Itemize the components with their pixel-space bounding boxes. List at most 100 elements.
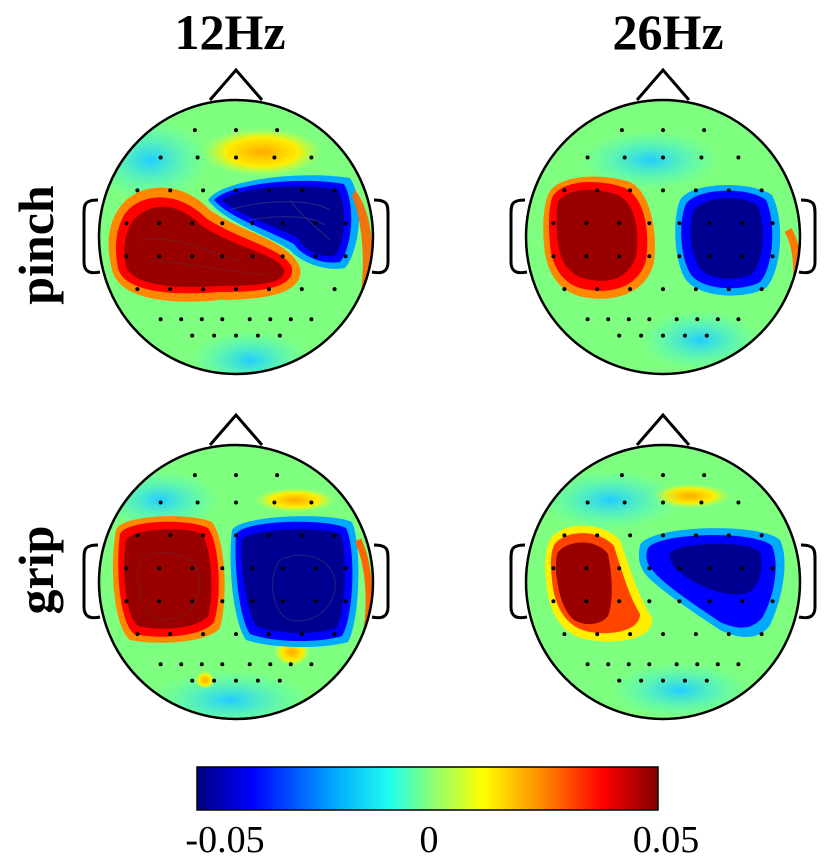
electrode-dot (332, 188, 337, 193)
electrode-dot (661, 632, 665, 637)
topomap-26hz-grip (509, 412, 817, 721)
electrode-dot (192, 473, 197, 478)
electrode-dot (192, 128, 197, 133)
electrode-dot (299, 287, 304, 292)
electrode-dot (715, 662, 720, 667)
electrode-dot (309, 500, 314, 505)
electrode-dot (702, 473, 707, 478)
electrode-dot (195, 500, 200, 505)
electrode-dot (740, 254, 745, 259)
electrode-dot (707, 599, 712, 604)
electrode-dot (158, 662, 163, 667)
electrode-dot (661, 473, 665, 478)
electrode-dot (220, 599, 225, 604)
electrode-dot (275, 128, 280, 133)
electrode-dot (707, 254, 712, 259)
electrode-dot (770, 254, 775, 259)
electrode-dot (266, 632, 271, 637)
electrode-dot (190, 599, 195, 604)
electrode-dot (190, 333, 195, 338)
electrode-dot (220, 662, 225, 667)
electrode-dot (275, 473, 280, 478)
electrode-dot (695, 662, 700, 667)
electrode-dot (309, 662, 314, 667)
electrode-dot (677, 254, 682, 259)
electrode-dot (220, 566, 225, 571)
electrode-dot (234, 533, 238, 538)
topomap-12hz-pinch (82, 67, 390, 376)
electrode-dot (726, 287, 731, 292)
electrode-dot (288, 317, 293, 322)
electrode-dot (647, 221, 652, 226)
electrode-dot (622, 500, 627, 505)
electrode-dot (551, 566, 556, 571)
electrode-dot (606, 317, 611, 322)
electrode-dot (617, 678, 622, 683)
electrode-dot (584, 566, 589, 571)
electrode-dot (622, 155, 627, 160)
electrode-dot (661, 128, 665, 133)
electrode-dot (699, 155, 704, 160)
electrode-dot (234, 188, 238, 193)
electrode-dot (595, 287, 600, 292)
electrode-dot (343, 221, 348, 226)
electrode-dot (707, 221, 712, 226)
electrode-dot (736, 500, 741, 505)
electrode-dot (247, 662, 252, 667)
electrode-dot (190, 254, 195, 259)
electrode-dot (770, 221, 775, 226)
electrode-dot (332, 632, 337, 637)
electrode-dot (313, 254, 318, 259)
electrode-dot (179, 662, 184, 667)
electrode-dot (759, 533, 764, 538)
electrode-dot (124, 221, 129, 226)
electrode-dot (280, 221, 285, 226)
electrode-dot (124, 566, 129, 571)
electrode-dot (674, 317, 679, 322)
electrode-dot (201, 533, 206, 538)
electrode-dot (677, 599, 682, 604)
electrode-dot (135, 533, 140, 538)
electrode-dot (313, 566, 318, 571)
electrode-dot (158, 317, 163, 322)
electrode-dot (343, 566, 348, 571)
electrode-dot (693, 287, 698, 292)
electrode-dot (332, 533, 337, 538)
electrode-dot (584, 254, 589, 259)
electrode-dot (299, 533, 304, 538)
electrode-dot (255, 678, 260, 683)
electrode-dot (343, 599, 348, 604)
electrode-dot (677, 566, 682, 571)
electrode-dot (250, 599, 255, 604)
electrode-dot (617, 221, 622, 226)
electrode-dot (628, 533, 633, 538)
electrode-dot (693, 533, 698, 538)
electrode-dot (628, 632, 633, 637)
electrode-dot (551, 221, 556, 226)
electrode-dot (695, 317, 700, 322)
electrode-dot (277, 333, 282, 338)
electrode-dot (740, 221, 745, 226)
electrode-dot (595, 533, 600, 538)
electrode-dot (759, 632, 764, 637)
electrode-dot (626, 662, 631, 667)
electrode-dot (736, 155, 741, 160)
electrode-dot (661, 678, 665, 683)
electrode-dot (234, 287, 238, 292)
electrode-dot (661, 287, 665, 292)
electrode-dot (682, 333, 687, 338)
electrode-dot (212, 333, 217, 338)
electrode-dot (199, 662, 204, 667)
electrode-dot (168, 287, 173, 292)
electrode-dot (562, 533, 567, 538)
electrode-dot (332, 287, 337, 292)
electrode-dot (677, 221, 682, 226)
electrode-markers (124, 128, 775, 683)
electrode-dot (234, 632, 238, 637)
electrode-dot (234, 473, 238, 478)
electrode-dot (135, 188, 140, 193)
topomap-12hz-grip (82, 412, 390, 721)
electrode-dot (661, 188, 665, 193)
electrode-dot (617, 566, 622, 571)
electrode-dot (157, 254, 162, 259)
